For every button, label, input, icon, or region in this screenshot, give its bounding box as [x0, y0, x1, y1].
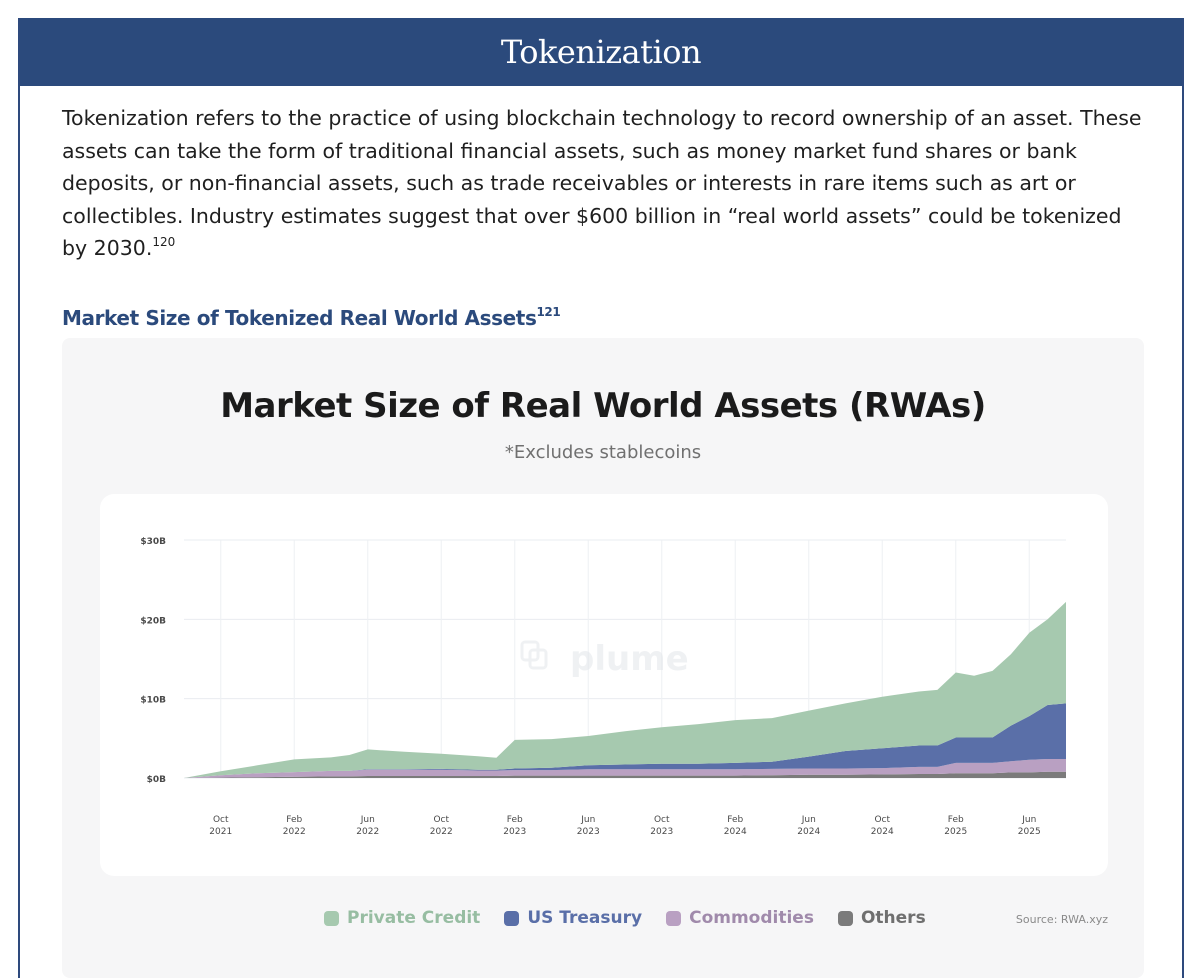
x-tick-label: Jun 2022	[356, 815, 379, 837]
legend-swatch	[837, 910, 853, 926]
x-tick-label: Feb 2025	[944, 815, 967, 837]
legend-label: US Treasury	[527, 908, 643, 928]
area-series-private-credit[interactable]	[184, 601, 1066, 778]
x-tick-label: Oct 2023	[650, 815, 673, 837]
legend-label: Commodities	[689, 908, 814, 928]
section-banner: Tokenization	[20, 18, 1182, 86]
content-frame: Tokenization Tokenization refers to the …	[18, 18, 1184, 978]
x-tick-label: Feb 2023	[503, 815, 526, 837]
y-tick-label: $10B	[140, 696, 166, 706]
area-series-us-treasury[interactable]	[184, 703, 1066, 778]
legend-item-private-credit[interactable]: Private Credit	[324, 908, 480, 928]
x-tick-label: Oct 2021	[209, 815, 232, 837]
x-tick-label: Jun 2023	[577, 815, 600, 837]
chart-source: Source: RWA.xyz	[1015, 913, 1108, 926]
legend-label: Others	[860, 908, 926, 928]
section-heading: Market Size of Tokenized Real World Asse…	[62, 305, 561, 330]
area-chart: plume $0B $10B $20B $30B Oct 2021 Feb 2022 Jun 202…	[140, 537, 1066, 837]
intro-paragraph: Tokenization refers to the practice of u…	[62, 102, 1152, 265]
x-tick-label: Feb 2022	[283, 815, 306, 837]
chart-title: Market Size of Real World Assets (RWAs)	[220, 386, 986, 426]
legend-swatch	[666, 910, 682, 926]
x-tick-label: Jun 2024	[797, 815, 820, 837]
legend-label: Private Credit	[347, 908, 481, 928]
plot-panel: plume $0B $10B $20B $30B Oct 2021 Feb 2022 Jun 202…	[100, 494, 1108, 876]
chart-card: Market Size of Real World Assets (RWAs) …	[62, 338, 1144, 978]
banner-title: Tokenization	[500, 33, 702, 71]
legend-swatch	[324, 910, 339, 926]
x-tick-label: Oct 2022	[430, 815, 453, 837]
section-footnote[interactable]: 121	[536, 305, 561, 319]
x-tick-label: Jun 2025	[1018, 815, 1041, 837]
legend-item-others[interactable]: Others	[837, 908, 926, 928]
legend-item-us-treasury[interactable]: US Treasury	[504, 908, 642, 928]
y-tick-label: $30B	[140, 537, 166, 547]
section-heading-text: Market Size of Tokenized Real World Asse…	[62, 306, 537, 330]
legend-item-commodities[interactable]: Commodities	[666, 908, 814, 928]
area-series-others[interactable]	[184, 771, 1066, 778]
y-tick-label: $0B	[147, 775, 167, 785]
intro-footnote[interactable]: 120	[152, 235, 176, 249]
intro-text: Tokenization refers to the practice of u…	[62, 106, 1142, 260]
chart-subtitle: *Excludes stablecoins	[504, 442, 702, 463]
plume-watermark: plume	[520, 639, 689, 679]
legend-swatch	[504, 910, 520, 926]
area-series-commodities[interactable]	[184, 759, 1066, 778]
chart-legend: Private Credit US Treasury Commodities Othe…	[324, 908, 926, 928]
y-tick-label: $20B	[140, 616, 166, 626]
x-tick-label: Feb 2024	[724, 815, 747, 837]
watermark-text: plume	[570, 639, 689, 679]
x-tick-label: Oct 2024	[871, 815, 894, 837]
plume-logo-icon-back	[528, 648, 548, 670]
